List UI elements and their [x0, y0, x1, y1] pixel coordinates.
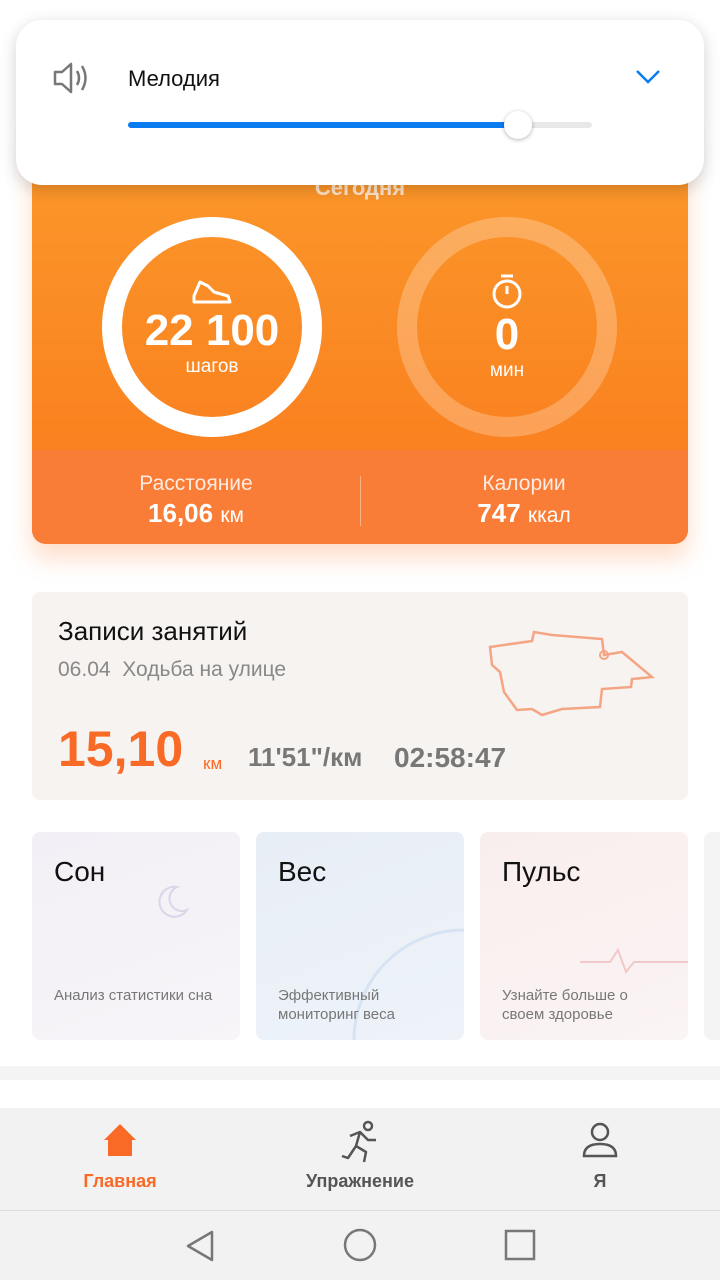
record-pace: 11'51"/км [248, 742, 363, 772]
steps-unit: шагов [185, 356, 239, 377]
volume-slider-thumb[interactable] [503, 111, 532, 139]
nav-label: Я [593, 1171, 607, 1191]
speaker-icon [53, 62, 87, 94]
nav-label: Упражнение [306, 1171, 414, 1191]
record-type: Ходьба на улице [122, 658, 287, 681]
nav-exercise[interactable]: Упражнение [260, 1120, 460, 1192]
home-icon [104, 1124, 136, 1156]
volume-slider[interactable] [128, 111, 592, 139]
volume-slider-fill [128, 122, 518, 128]
activity-records-card[interactable]: Записи занятий 06.04 Ходьба на улице 15,… [32, 592, 688, 800]
records-title: Записи занятий [58, 616, 248, 646]
minutes-ring[interactable]: 0 мин [397, 217, 617, 437]
moon-icon [158, 885, 190, 918]
tile-description: Анализ статистики сна [54, 987, 213, 1004]
nav-label: Главная [83, 1171, 157, 1191]
section-divider [0, 1066, 720, 1080]
nav-me[interactable]: Я [500, 1120, 700, 1192]
tile-sleep[interactable]: Сон Анализ статистики сна [32, 832, 240, 1040]
calories-value: 747 [477, 498, 521, 528]
distance-label: Расстояние [139, 472, 253, 495]
tile-heart-rate[interactable]: Пульс Узнайте больше о своем здоровье [480, 832, 688, 1040]
calories-label: Калории [482, 472, 566, 495]
record-distance: 15,10 [58, 721, 184, 777]
nav-home[interactable]: Главная [20, 1120, 220, 1192]
person-icon [582, 1122, 618, 1158]
tile-title: Вес [278, 856, 327, 887]
shoe-icon [192, 280, 232, 304]
distance-stat: Расстояние 16,06 км [32, 472, 360, 529]
divider [360, 476, 361, 526]
tile-title: Сон [54, 856, 106, 887]
record-duration: 02:58:47 [394, 742, 507, 773]
tile-description: Узнайте больше о своем здоровье [502, 987, 628, 1023]
route-map-thumbnail [488, 630, 656, 717]
summary-stats-strip [32, 450, 688, 544]
volume-label: Мелодия [128, 66, 220, 91]
distance-unit: км [220, 504, 244, 527]
steps-value: 22 100 [144, 306, 280, 355]
tile-more[interactable] [704, 832, 720, 1040]
heart-pulse-icon [580, 947, 688, 975]
tile-description: Эффективный мониторинг веса [278, 987, 395, 1023]
distance-value: 16,06 [148, 498, 214, 528]
back-icon[interactable] [184, 1229, 216, 1263]
home-circle-icon[interactable] [343, 1228, 377, 1262]
tile-weight[interactable]: Вес Эффективный мониторинг веса [256, 832, 464, 1040]
system-navigation-bar [0, 1210, 720, 1280]
calories-unit: ккал [527, 504, 571, 527]
stopwatch-icon [492, 274, 522, 309]
minutes-value: 0 [494, 310, 520, 359]
steps-ring[interactable]: 22 100 шагов [102, 217, 322, 437]
running-icon [341, 1120, 376, 1163]
today-summary-card[interactable]: Сегодня 22 100 шагов 0 мин Расстояние 16… [32, 120, 688, 544]
record-date: 06.04 [58, 658, 111, 681]
chevron-down-icon[interactable] [634, 66, 662, 86]
records-subtitle: 06.04 Ходьба на улице [58, 658, 286, 682]
volume-panel: Мелодия [16, 20, 704, 185]
recents-icon[interactable] [504, 1229, 536, 1261]
calories-stat: Калории 747 ккал [360, 472, 688, 529]
minutes-unit: мин [489, 360, 525, 381]
record-distance-unit: км [203, 754, 223, 773]
tile-title: Пульс [502, 856, 581, 887]
